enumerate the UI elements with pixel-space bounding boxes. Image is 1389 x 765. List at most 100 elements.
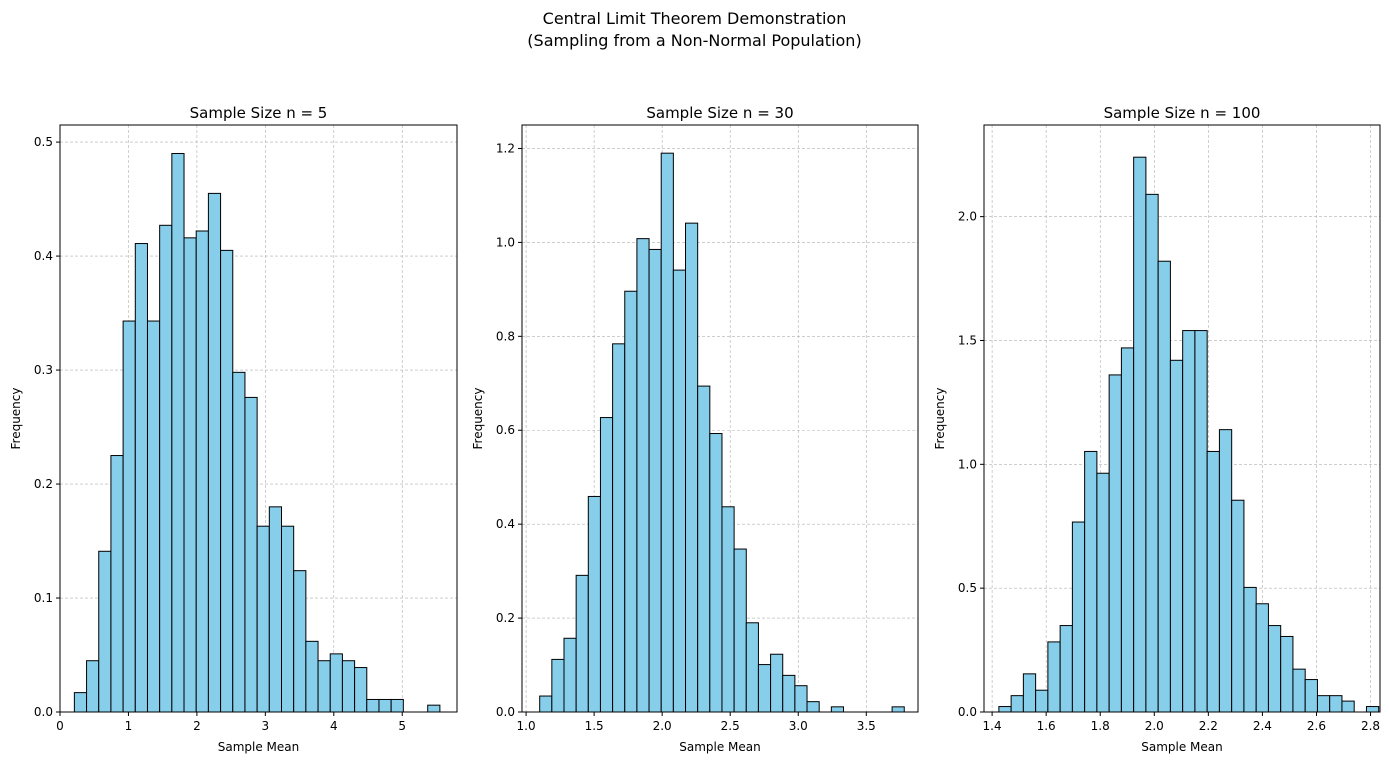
- x-tick-label: 2.5: [721, 719, 740, 733]
- histogram-bar: [1280, 635, 1294, 713]
- histogram-bar: [293, 570, 307, 713]
- y-tick-label: 0.4: [34, 249, 53, 263]
- histogram-bar: [390, 698, 404, 713]
- histogram-bar: [998, 706, 1012, 713]
- x-tick-label: 3.5: [857, 719, 876, 733]
- x-tick-label: 1: [125, 719, 133, 733]
- y-tick-label: 0.0: [34, 705, 53, 719]
- histogram-bar: [1133, 156, 1147, 713]
- x-tick-label: 0: [56, 719, 64, 733]
- y-tick-label: 0.4: [496, 517, 515, 531]
- histogram-bar: [1059, 625, 1073, 713]
- y-axis-label: Frequency: [471, 388, 485, 450]
- histogram-bar: [1218, 429, 1233, 713]
- subplot-panels: 0 1 2 3 4 5 0.0 0.1 0.2 0.3 0.4 0.5 Sample Size n = …: [9, 104, 1381, 754]
- y-tick-label: 0.2: [34, 477, 53, 491]
- histogram-bar: [891, 706, 905, 713]
- histogram-bar: [636, 238, 650, 713]
- histogram-bar: [1096, 472, 1110, 713]
- x-tick-label: 2: [193, 719, 201, 733]
- histogram-bar: [1267, 625, 1282, 713]
- histogram-bar: [110, 455, 124, 713]
- histogram-bar: [305, 640, 319, 713]
- histogram-bar: [341, 660, 356, 713]
- histogram-bar: [587, 495, 601, 713]
- histogram-bar: [268, 506, 282, 713]
- y-tick-label: 0.5: [34, 135, 53, 149]
- x-tick-label: 2.0: [1145, 719, 1164, 733]
- histogram-bar: [146, 320, 161, 713]
- axes-frame: [521, 124, 919, 713]
- histogram-bar: [1341, 700, 1355, 713]
- histogram-bar: [122, 320, 136, 713]
- histogram-bar: [207, 192, 222, 713]
- histogram-bar: [1071, 521, 1086, 713]
- x-tick-label: 1.6: [1037, 719, 1056, 733]
- y-tick-label: 0.5: [958, 581, 977, 595]
- x-tick-label: 1.0: [517, 719, 536, 733]
- histogram-bar: [648, 248, 662, 713]
- histogram-bar: [612, 343, 626, 713]
- x-tick-label: 2.4: [1253, 719, 1272, 733]
- histogram-bar: [171, 152, 185, 713]
- histogram-bar: [378, 698, 392, 713]
- histogram-bar: [1047, 641, 1061, 713]
- subplot-2: 1.0 1.5 2.0 2.5 3.0 3.5 0.0 0.2 0.4 0.6 0.8 1.0 1.2 S…: [471, 104, 919, 754]
- axes-frame: [59, 124, 458, 713]
- histogram-bar: [354, 667, 368, 713]
- axes-frame: [983, 124, 1381, 713]
- histogram-bar: [1292, 668, 1306, 713]
- histogram-bar: [183, 237, 197, 713]
- histogram-bar: [1169, 359, 1184, 713]
- histogram-bar: [232, 371, 246, 713]
- x-tick-label: 1.5: [585, 719, 604, 733]
- histogram-bar: [672, 269, 687, 713]
- histogram-bar: [86, 660, 100, 713]
- histogram-bar: [697, 385, 711, 713]
- x-tick-label: 2.2: [1199, 719, 1218, 733]
- histogram-bar: [1243, 586, 1257, 713]
- y-tick-label: 0.6: [496, 423, 515, 437]
- histogram-bar: [317, 660, 331, 713]
- x-tick-label: 2.0: [653, 719, 672, 733]
- histogram-bar: [770, 653, 784, 713]
- histogram-bar: [1120, 347, 1135, 713]
- x-axis-label: Sample Mean: [679, 740, 761, 754]
- histogram-bar: [280, 525, 295, 713]
- x-tick-label: 4: [330, 719, 338, 733]
- histogram-bar: [1316, 695, 1331, 713]
- x-tick-label: 3.0: [789, 719, 808, 733]
- subplot-title: Sample Size n = 5: [190, 104, 328, 122]
- y-tick-label: 0.3: [34, 363, 53, 377]
- x-axis-label: Sample Mean: [218, 740, 300, 754]
- histogram-bar: [1022, 673, 1037, 713]
- histogram-bar: [551, 658, 565, 713]
- y-axis-label: Frequency: [9, 388, 23, 450]
- figure-title-line2: (Sampling from a Non-Normal Population): [527, 31, 861, 50]
- histogram-bar: [757, 664, 772, 713]
- y-tick-label: 1.5: [958, 333, 977, 347]
- histogram-bar: [1304, 679, 1318, 713]
- x-tick-label: 2.8: [1361, 719, 1380, 733]
- histogram-bar: [1145, 193, 1159, 713]
- x-tick-label: 1.4: [983, 719, 1002, 733]
- histogram-bar: [220, 249, 234, 713]
- histogram-bar: [1157, 260, 1171, 713]
- x-tick-label: 3: [262, 719, 270, 733]
- histogram-bar: [1182, 330, 1196, 713]
- histogram-bar: [1010, 695, 1024, 713]
- histogram-bar: [1035, 689, 1049, 713]
- x-tick-label: 1.8: [1091, 719, 1110, 733]
- histogram-bar: [1206, 450, 1220, 713]
- y-tick-label: 1.0: [496, 235, 515, 249]
- histogram-bar: [244, 396, 258, 713]
- y-tick-label: 0.0: [496, 705, 515, 719]
- histogram-bar: [624, 290, 638, 713]
- histogram-bar: [1365, 706, 1380, 713]
- histogram-bar: [329, 653, 343, 713]
- histogram-bar: [1329, 695, 1343, 713]
- y-tick-label: 0.2: [496, 611, 515, 625]
- y-tick-label: 2.0: [958, 210, 977, 224]
- histogram-bar: [539, 695, 553, 713]
